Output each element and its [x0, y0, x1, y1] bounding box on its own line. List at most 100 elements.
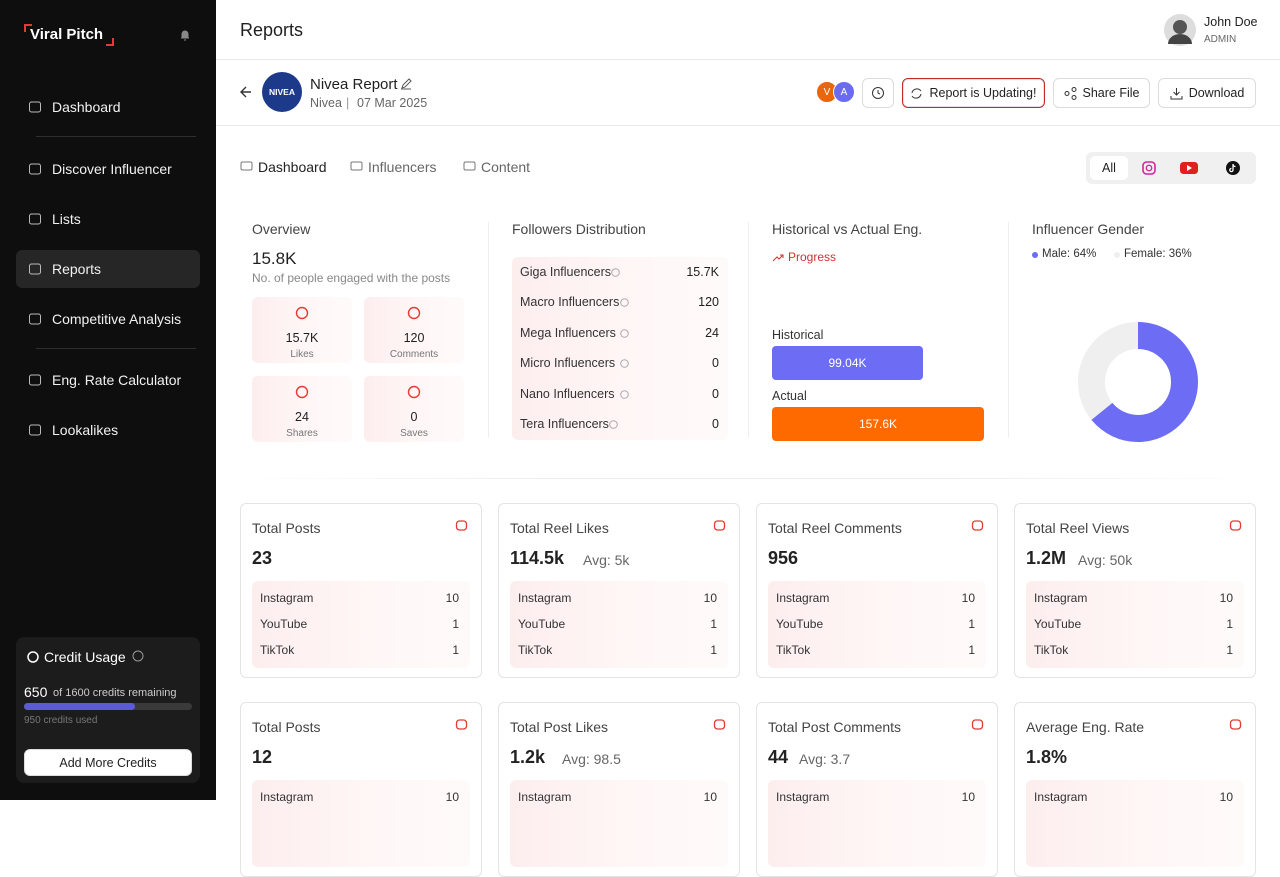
metric-card: Total Reel Comments 956 Instagram 10 YouTube… [756, 503, 998, 678]
divider [240, 478, 1256, 479]
share-icon [1064, 86, 1076, 100]
platform-name: YouTube [260, 617, 308, 631]
edit-icon[interactable] [400, 78, 412, 90]
credit-icon [27, 651, 39, 663]
stat-icon [407, 306, 421, 320]
platform-value: 10 [1219, 591, 1233, 605]
card-avg: Avg: 5k [583, 552, 630, 568]
platform-name: Instagram [260, 591, 314, 605]
nav-icon [29, 374, 41, 386]
back-button[interactable] [240, 86, 252, 98]
nav-item[interactable]: Competitive Analysis [16, 300, 200, 338]
filter-tiktok[interactable] [1226, 161, 1240, 175]
report-name: Nivea Report [310, 76, 398, 93]
status-button[interactable]: Report is Updating! [902, 78, 1045, 108]
legend-dot [1114, 252, 1120, 258]
stat-box: 15.7K Likes [252, 297, 352, 363]
tab[interactable]: Dashboard [240, 159, 327, 175]
nav-icon [29, 213, 41, 225]
card-avg: Avg: 3.7 [799, 751, 851, 767]
download-button[interactable]: Download [1158, 78, 1256, 108]
panel-title: Historical vs Actual Eng. [772, 221, 923, 237]
nav-item[interactable]: Discover Influencer [16, 150, 200, 188]
nav-item[interactable]: Reports [16, 250, 200, 288]
download-text: Download [1188, 86, 1245, 100]
metric-card: Average Eng. Rate 1.8% Instagram 10 [1014, 702, 1256, 877]
nav-item[interactable]: Lists [16, 200, 200, 238]
platform-value: 10 [961, 591, 975, 605]
follower-label: Giga Influencers [520, 265, 612, 279]
card-icon [455, 520, 468, 531]
credit-remaining-text: of 1600 credits remaining [53, 687, 177, 699]
history-button[interactable] [862, 78, 894, 108]
stat-icon [407, 385, 421, 399]
info-icon[interactable] [132, 650, 144, 662]
filter-all[interactable]: All [1090, 156, 1128, 180]
nav-item[interactable]: Dashboard [16, 88, 200, 126]
card-icon [971, 719, 984, 730]
card-value: 44 [768, 747, 789, 767]
nav-icon [29, 263, 41, 275]
card-title: Total Reel Likes [510, 520, 609, 536]
platform-box: Instagram 10 YouTube 1 TikTok 1 [1026, 581, 1244, 668]
divider [216, 125, 1280, 126]
platform-value: 1 [710, 617, 717, 631]
follower-value: 0 [712, 386, 719, 401]
tab[interactable]: Content [463, 159, 530, 175]
follower-value: 120 [698, 295, 719, 310]
brand-corner [106, 38, 114, 46]
platform-value: 1 [1226, 617, 1233, 631]
user-avatar[interactable] [1164, 14, 1196, 46]
follower-value: 0 [712, 417, 719, 431]
nav-item[interactable]: Lookalikes [16, 411, 200, 449]
card-title: Average Eng. Rate [1026, 719, 1145, 735]
credit-panel: Credit Usage 650 of 1600 credits remaini… [16, 637, 200, 783]
platform-value: 10 [703, 790, 717, 804]
share-button[interactable]: Share File [1053, 78, 1150, 108]
bar: 157.6K [772, 407, 984, 441]
add-credits-button[interactable]: Add More Credits [24, 749, 192, 776]
follower-value: 24 [705, 325, 719, 340]
credit-title: Credit Usage [44, 649, 126, 665]
panel-title: Overview [252, 221, 311, 237]
tab-icon [463, 161, 476, 171]
tab[interactable]: Influencers [350, 159, 436, 175]
filter-youtube[interactable] [1180, 161, 1198, 175]
metric-card: Total Reel Likes 114.5k Avg: 5k Instagram 10… [498, 503, 740, 678]
platform-name: TikTok [518, 643, 553, 657]
gender-donut [1078, 322, 1198, 442]
bar-label: Actual [772, 389, 807, 403]
followers-box: Giga Influencers 15.7K Macro Influencers 12… [512, 257, 728, 440]
platform-value: 10 [445, 790, 459, 804]
info-icon [611, 268, 620, 277]
metric-card: Total Posts 23 Instagram 10 YouTube 1 TikTok 1 [240, 503, 482, 678]
collaborator-avatar[interactable]: A [833, 81, 855, 103]
status-text: Report is Updating! [929, 86, 1037, 100]
follower-label: Macro Influencers [520, 295, 620, 310]
nav-item[interactable]: Eng. Rate Calculator [16, 361, 200, 399]
platform-value: 1 [710, 643, 717, 657]
sidebar: Viral Pitch Credit Usage 650 of 1600 cre… [0, 0, 216, 800]
credit-used: 950 credits used [24, 715, 98, 726]
stat-label: Comments [389, 349, 439, 360]
platform-box: Instagram 10 [252, 780, 470, 867]
bar: 99.04K [772, 346, 923, 380]
filter-instagram[interactable] [1142, 161, 1156, 175]
user-name: John Doe [1204, 15, 1258, 29]
nav-separator [36, 136, 196, 137]
stat-value: 24 [295, 410, 309, 424]
trend-label: Progress [788, 250, 837, 264]
stat-label: Shares [286, 428, 318, 439]
platform-name: TikTok [776, 643, 811, 657]
main: Reports John Doe ADMIN NIVEA Nivea Repor… [216, 0, 1280, 877]
card-value: 114.5k [510, 548, 565, 568]
follower-label: Tera Influencers [520, 417, 609, 431]
stat-value: 120 [403, 331, 425, 345]
info-icon [620, 359, 629, 368]
bell-icon[interactable] [179, 29, 191, 41]
nav-separator [36, 348, 196, 349]
platform-name: Instagram [776, 790, 830, 804]
info-icon [620, 389, 629, 399]
